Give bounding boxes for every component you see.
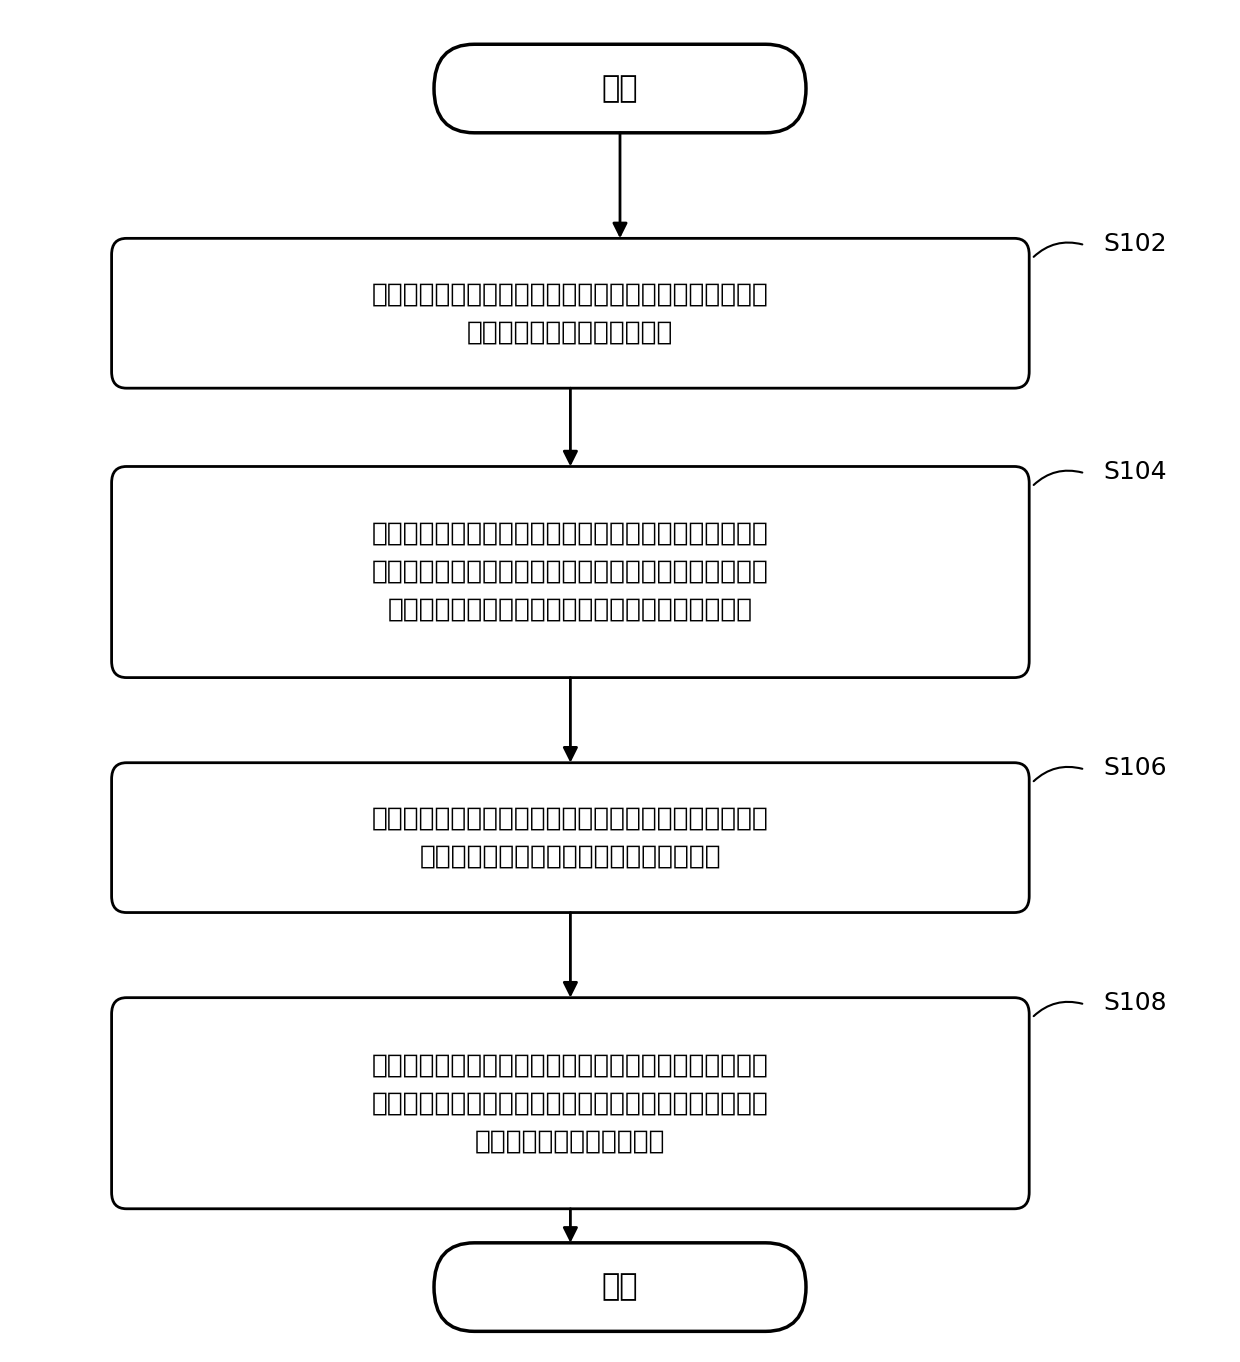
Text: S102: S102 <box>1104 232 1167 256</box>
Text: 结束: 结束 <box>601 1272 639 1302</box>
FancyBboxPatch shape <box>112 466 1029 678</box>
Text: 第一移动端应用检测到其所在当前移动设备的无线局域网
连接状态为断开，触发无线局域网连接类应用的启动，并
为所述无线局域网连接类应用创建一指定进程或线程: 第一移动端应用检测到其所在当前移动设备的无线局域网 连接状态为断开，触发无线局域… <box>372 522 769 622</box>
Text: S106: S106 <box>1104 756 1167 780</box>
FancyBboxPatch shape <box>112 763 1029 913</box>
Text: 开始: 开始 <box>601 74 639 104</box>
FancyBboxPatch shape <box>434 44 806 132</box>
Text: S108: S108 <box>1104 992 1167 1015</box>
FancyBboxPatch shape <box>112 238 1029 388</box>
Text: 在所述建立运行环境中加载无线局域网连接类应用的组件
，并运行所述无线局域网连接类应用将当前所在的移动设
备连接到可用的无线局域网: 在所述建立运行环境中加载无线局域网连接类应用的组件 ，并运行所述无线局域网连接类… <box>372 1053 769 1154</box>
FancyBboxPatch shape <box>112 997 1029 1209</box>
Text: 检测到所述指定进程或线程的建立，在所述指定进程或线
程中建立无线局域网连接类应用的运行环境: 检测到所述指定进程或线程的建立，在所述指定进程或线 程中建立无线局域网连接类应用… <box>372 806 769 869</box>
Text: S104: S104 <box>1104 460 1167 484</box>
Text: 在第一移动端应用的清单配置文件中为要调用的无线局域
网连接类应用的组件进行注册: 在第一移动端应用的清单配置文件中为要调用的无线局域 网连接类应用的组件进行注册 <box>372 282 769 345</box>
FancyBboxPatch shape <box>434 1242 806 1332</box>
